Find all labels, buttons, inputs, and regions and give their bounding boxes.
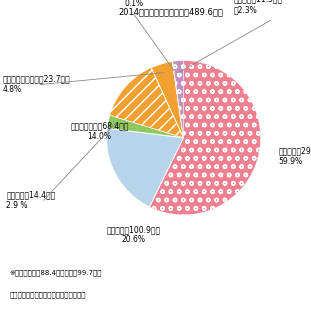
Text: 民間企業設備　68.4兆円
14.0%: 民間企業設備 68.4兆円 14.0%	[70, 122, 129, 141]
Text: 公的固定資本形成　23.7兆円
4.8%: 公的固定資本形成 23.7兆円 4.8%	[3, 75, 71, 94]
Wedge shape	[150, 61, 261, 215]
Text: 政府消費　100.9兆円
20.6%: 政府消費 100.9兆円 20.6%	[107, 225, 161, 244]
Text: 2014年度　名目国内総生産489.6兆円: 2014年度 名目国内総生産489.6兆円	[118, 8, 224, 17]
Wedge shape	[172, 61, 183, 138]
Wedge shape	[173, 61, 183, 138]
Text: 民間住宅　14.4兆円
2.9 %: 民間住宅 14.4兆円 2.9 %	[6, 191, 55, 210]
Wedge shape	[110, 68, 183, 138]
Wedge shape	[107, 115, 183, 138]
Text: ※輸出入＝輸出88.4兆円－輸入99.7兆円: ※輸出入＝輸出88.4兆円－輸入99.7兆円	[9, 269, 102, 276]
Text: 輸出入　－11.3兆円
－2.3%: 輸出入 －11.3兆円 －2.3%	[233, 0, 282, 14]
Text: 資料）内閣府「国民経済計算」より作成: 資料）内閣府「国民経済計算」より作成	[9, 291, 86, 298]
Wedge shape	[106, 128, 183, 207]
Text: 在庫　0.3兆円
0.1%: 在庫 0.3兆円 0.1%	[116, 0, 151, 8]
Wedge shape	[151, 61, 183, 138]
Text: 民間消費　293.2兆円
59.9%: 民間消費 293.2兆円 59.9%	[278, 147, 311, 166]
